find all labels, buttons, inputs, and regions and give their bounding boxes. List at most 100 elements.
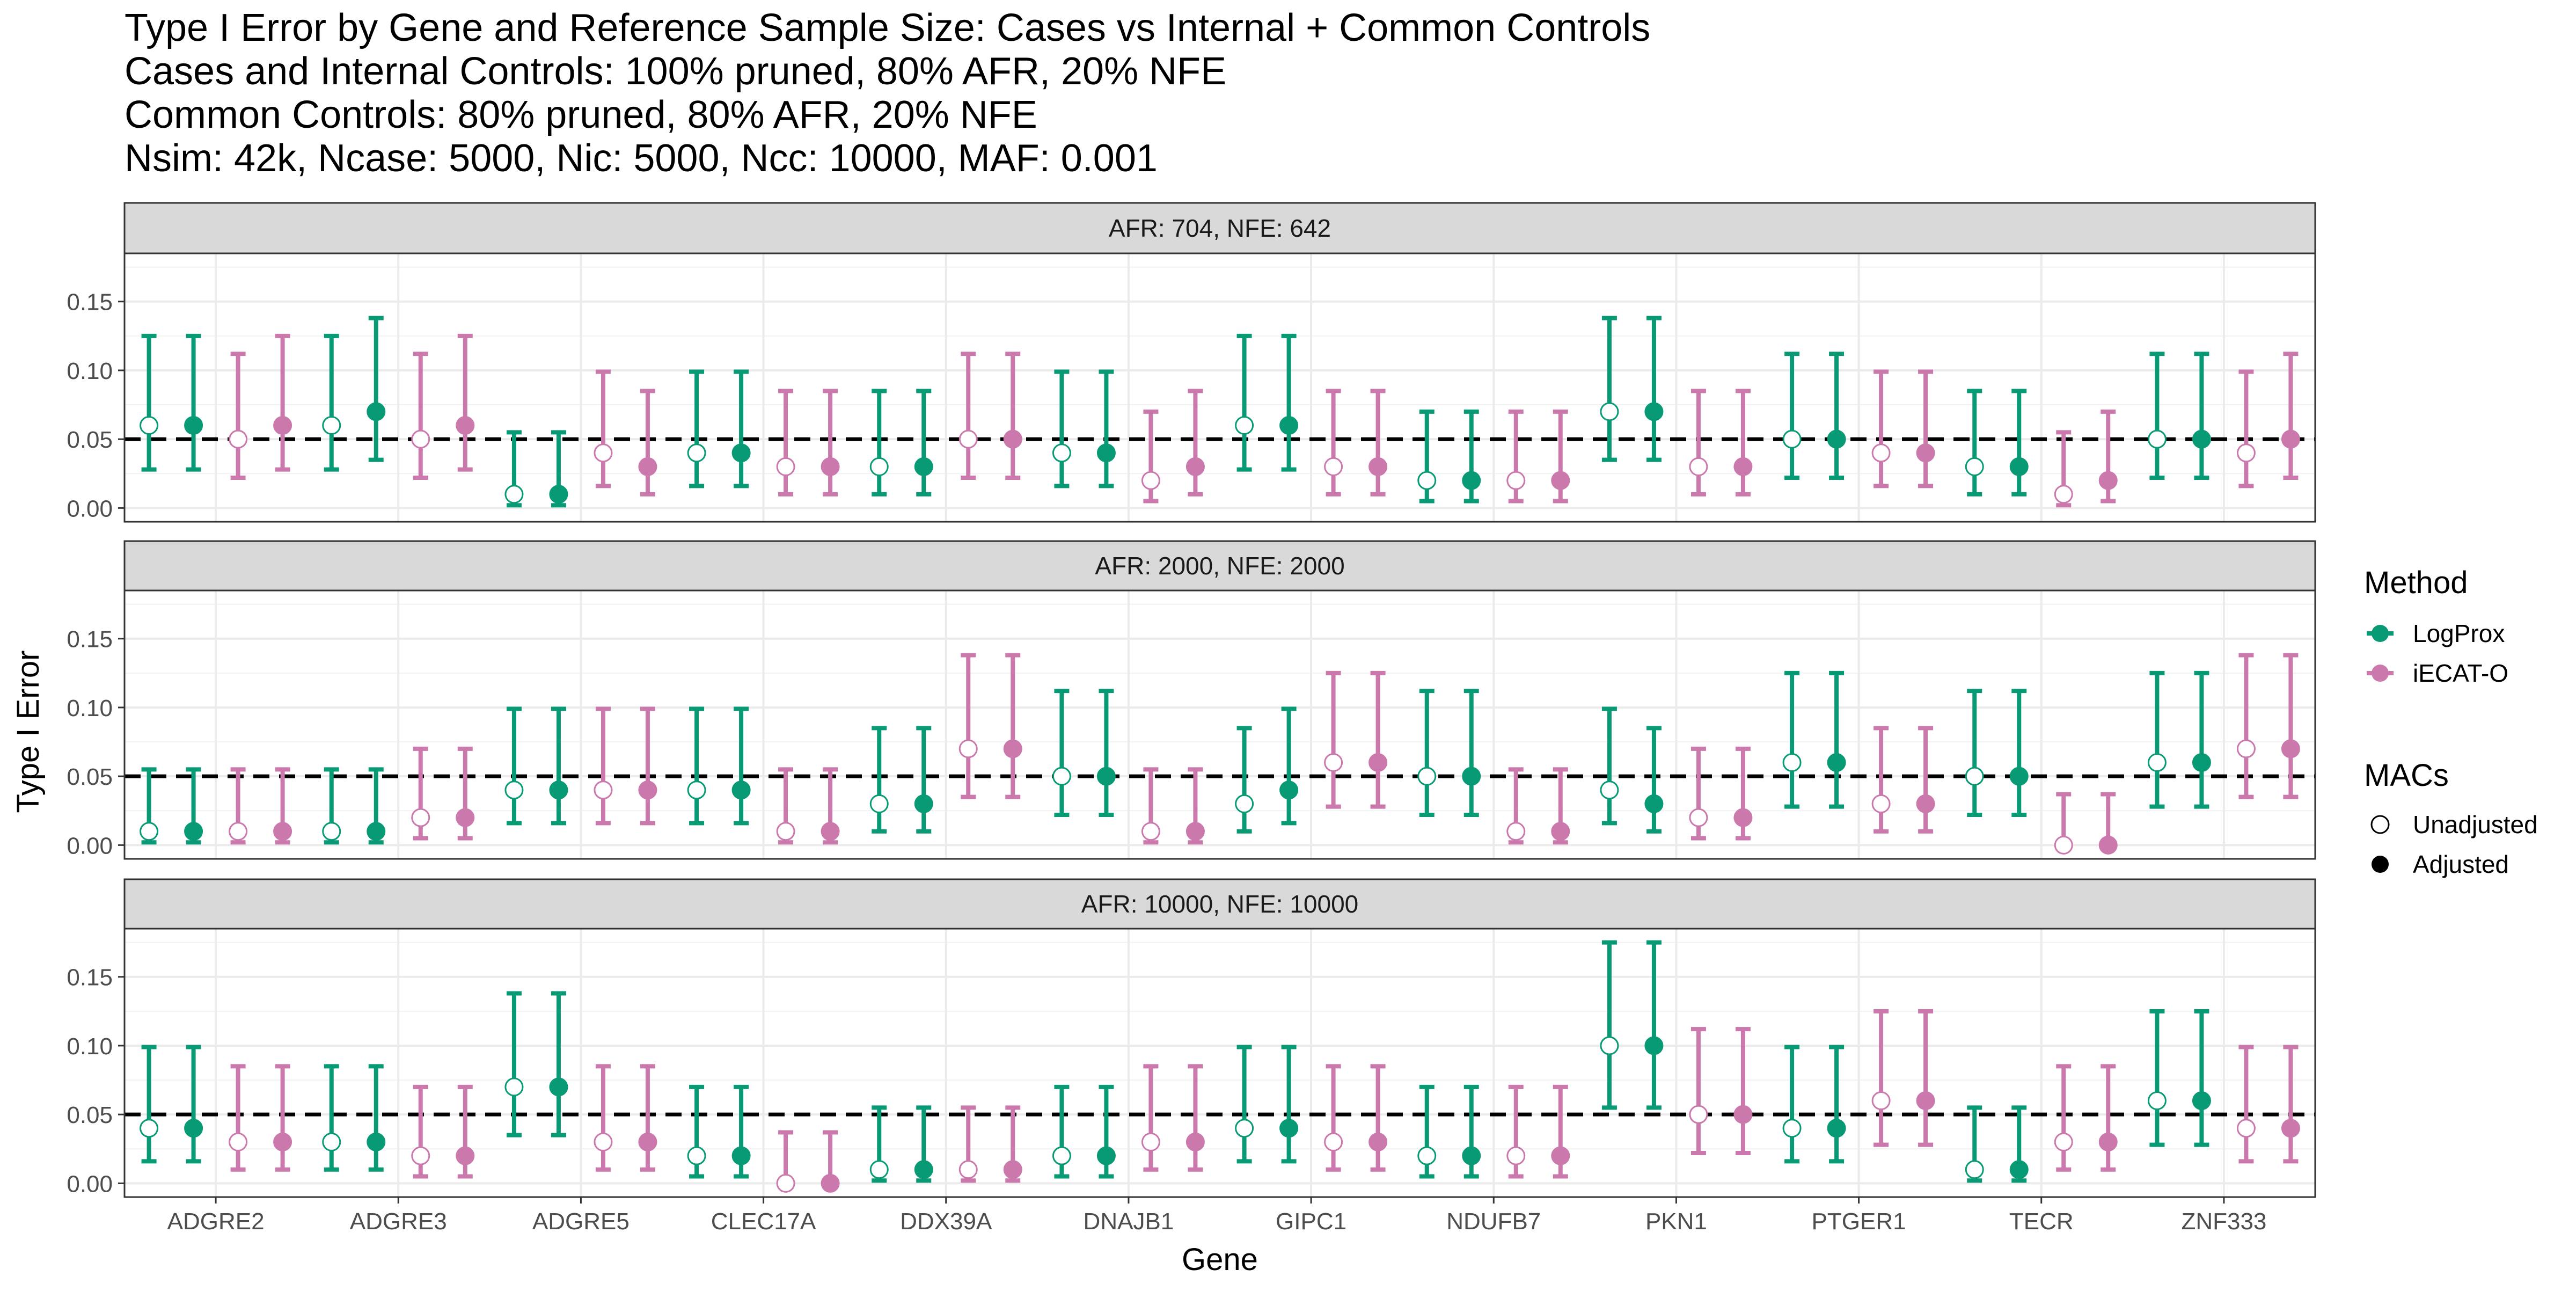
data-point-unadjusted xyxy=(1506,471,1526,490)
y-tick-label: 0.15 xyxy=(67,965,113,991)
x-tick-label: PKN1 xyxy=(1645,1208,1707,1235)
data-point-unadjusted xyxy=(687,443,706,463)
data-point-adjusted xyxy=(1827,753,1846,772)
data-point-unadjusted xyxy=(958,739,978,758)
x-axis: ADGRE2 ADGRE3 ADGRE5 CLEC17A DDX39A DNAJB1 GIP… xyxy=(167,1197,2266,1235)
data-point-adjusted xyxy=(273,1132,292,1151)
data-point-unadjusted xyxy=(687,1146,706,1165)
y-tick-label: 0.10 xyxy=(67,1033,113,1060)
data-point-unadjusted xyxy=(776,1173,795,1193)
data-point-unadjusted xyxy=(869,1160,889,1179)
data-point-adjusted xyxy=(1916,1091,1935,1111)
legend-method-label: iECAT-O xyxy=(2413,659,2508,687)
data-point-adjusted xyxy=(1462,767,1481,786)
data-point-adjusted xyxy=(1279,1119,1299,1138)
data-point-unadjusted xyxy=(1417,1146,1437,1165)
data-point-unadjusted xyxy=(594,1132,613,1151)
data-point-unadjusted xyxy=(1689,808,1708,827)
data-point-unadjusted xyxy=(1600,402,1619,421)
legend-key-point xyxy=(2372,625,2389,642)
data-point-unadjusted xyxy=(958,429,978,449)
data-point-adjusted xyxy=(731,443,751,463)
x-axis-title: Gene xyxy=(1182,1242,1258,1277)
data-point-adjusted xyxy=(1368,1132,1388,1151)
title-line-3: Common Controls: 80% pruned, 80% AFR, 20… xyxy=(125,93,1037,136)
data-point-adjusted xyxy=(2009,457,2029,476)
data-point-adjusted xyxy=(1644,1036,1664,1055)
data-point-unadjusted xyxy=(1417,471,1437,490)
data-point-unadjusted xyxy=(869,794,889,813)
data-point-adjusted xyxy=(1003,1160,1022,1179)
data-point-adjusted xyxy=(1185,1132,1205,1151)
plot-background xyxy=(125,929,2315,1197)
data-point-unadjusted xyxy=(1689,1105,1708,1124)
data-point-adjusted xyxy=(914,794,933,813)
data-point-adjusted xyxy=(1003,429,1022,449)
data-point-adjusted xyxy=(1551,1146,1570,1165)
data-point-adjusted xyxy=(549,781,568,800)
y-tick-label: 0.00 xyxy=(67,1171,113,1197)
data-point-unadjusted xyxy=(322,1132,341,1151)
data-point-unadjusted xyxy=(594,781,613,800)
legend-key-point xyxy=(2372,665,2389,682)
data-point-adjusted xyxy=(2098,835,2118,855)
data-point-unadjusted xyxy=(1141,1132,1160,1151)
panel-border xyxy=(123,252,2316,523)
data-point-adjusted xyxy=(456,416,475,435)
data-point-adjusted xyxy=(1185,822,1205,841)
data-point-unadjusted xyxy=(1965,457,1984,476)
y-tick-label: 0.05 xyxy=(67,427,113,453)
data-point-adjusted xyxy=(1916,443,1935,463)
x-tick-label: ADGRE2 xyxy=(167,1208,265,1235)
y-tick-label: 0.00 xyxy=(67,833,113,859)
data-point-adjusted xyxy=(2281,429,2300,449)
data-point-adjusted xyxy=(821,1173,840,1193)
data-point-adjusted xyxy=(914,1160,933,1179)
data-point-unadjusted xyxy=(1052,767,1071,786)
data-point-unadjusted xyxy=(1324,457,1343,476)
data-point-unadjusted xyxy=(1235,1119,1254,1138)
legend: Method MACs LogProx iECAT-O Unadjusted Adju… xyxy=(2364,565,2538,878)
facet-strip xyxy=(123,202,2316,254)
y-axis-title: Type I Error xyxy=(11,651,46,813)
data-point-adjusted xyxy=(273,416,292,435)
legend-method-label: LogProx xyxy=(2413,619,2505,647)
data-point-adjusted xyxy=(456,808,475,827)
data-point-adjusted xyxy=(1551,822,1570,841)
data-point-adjusted xyxy=(273,822,292,841)
data-point-unadjusted xyxy=(1052,1146,1071,1165)
data-point-unadjusted xyxy=(504,485,524,504)
x-tick-label: ADGRE5 xyxy=(532,1208,630,1235)
data-point-unadjusted xyxy=(1782,429,1802,449)
data-point-adjusted xyxy=(1096,443,1116,463)
data-point-adjusted xyxy=(2192,1091,2211,1111)
data-point-unadjusted xyxy=(1141,822,1160,841)
data-point-adjusted xyxy=(1462,471,1481,490)
data-point-adjusted xyxy=(367,822,386,841)
data-point-unadjusted xyxy=(1965,767,1984,786)
data-point-unadjusted xyxy=(140,822,159,841)
data-point-unadjusted xyxy=(411,808,430,827)
data-point-adjusted xyxy=(1733,808,1753,827)
data-point-adjusted xyxy=(2098,1132,2118,1151)
data-point-adjusted xyxy=(638,781,657,800)
data-point-unadjusted xyxy=(504,1077,524,1097)
plot-background xyxy=(125,253,2315,522)
data-point-adjusted xyxy=(914,457,933,476)
legend-key-filled-point xyxy=(2372,856,2389,873)
data-point-unadjusted xyxy=(1506,1146,1526,1165)
facet-strip-label: AFR: 10000, NFE: 10000 xyxy=(1081,890,1359,918)
y-tick-label: 0.15 xyxy=(67,289,113,316)
legend-key-open-point xyxy=(2370,815,2390,834)
facet-panel: AFR: 2000, NFE: 2000 0.00 0.05 0.10 0.15 xyxy=(67,540,2316,860)
data-point-unadjusted xyxy=(2236,443,2256,463)
data-point-unadjusted xyxy=(776,822,795,841)
data-point-adjusted xyxy=(367,402,386,421)
data-point-adjusted xyxy=(1368,457,1388,476)
y-tick-label: 0.00 xyxy=(67,495,113,522)
data-point-adjusted xyxy=(1827,1119,1846,1138)
y-tick-label: 0.15 xyxy=(67,626,113,653)
y-tick-label: 0.10 xyxy=(67,358,113,384)
x-tick-label: TECR xyxy=(2009,1208,2074,1235)
data-point-adjusted xyxy=(638,1132,657,1151)
